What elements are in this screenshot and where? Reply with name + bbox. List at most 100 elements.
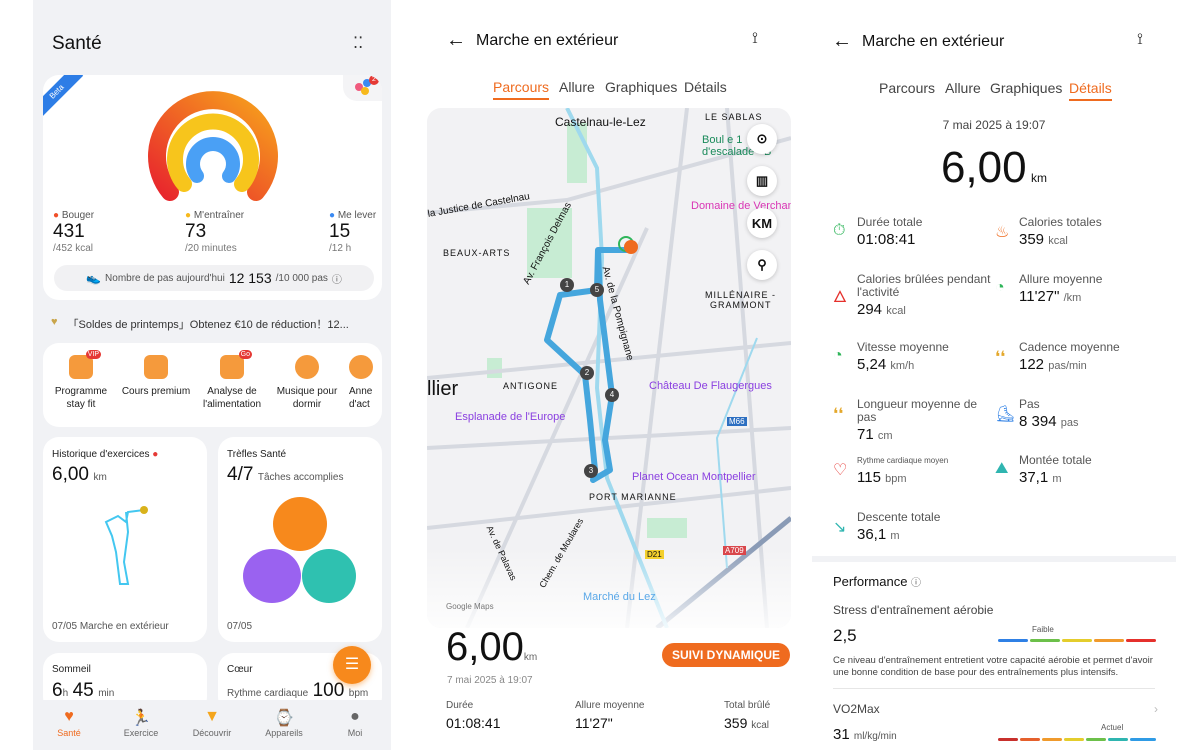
- stress-level-label: Faible: [1032, 625, 1054, 634]
- map-poi[interactable]: Esplanade de l'Europe: [455, 411, 566, 423]
- clover-leaf-orange: [273, 497, 327, 551]
- map-type-icon[interactable]: ▥: [747, 166, 777, 196]
- activity-rings: [148, 91, 278, 201]
- finish-flag-marker: [624, 240, 638, 254]
- map-label: Boul e 1: [702, 134, 743, 146]
- profile-icon: ●: [350, 708, 360, 725]
- apps-icon[interactable]: 2: [343, 75, 382, 101]
- notification-count: 2: [369, 75, 379, 85]
- stand-ring: [186, 137, 240, 183]
- road-badge: A709: [723, 546, 746, 555]
- steps-bar[interactable]: 👟 Nombre de pas aujourd'hui 12 153/10 00…: [54, 265, 374, 291]
- vip-heart-icon: ♥: [51, 316, 58, 328]
- route-date: 7 mai 2025 à 19:07: [447, 675, 533, 686]
- share-icon[interactable]: ⟟: [752, 30, 758, 47]
- exercise-history-card[interactable]: Historique d'exercices ● 6,00 km 07/05 M…: [43, 437, 207, 642]
- service-premium-courses[interactable]: Cours premium: [121, 355, 191, 398]
- nav-exercice[interactable]: 🏃 Exercice: [106, 708, 176, 738]
- tab-graphiques[interactable]: Graphiques: [605, 79, 678, 95]
- metric-timer: ⏱ Durée totale 01:08:41: [833, 215, 923, 249]
- tab-allure[interactable]: Allure: [945, 80, 981, 96]
- route-thumbnail: [104, 506, 148, 585]
- km-toggle-button[interactable]: KM: [747, 208, 777, 238]
- metric-ascent: ⛰ Montée totale 37,1 m: [995, 453, 1092, 487]
- service-more[interactable]: Anne d'act: [349, 355, 389, 411]
- footsteps-icon: ❛❛: [995, 349, 1006, 366]
- km-marker-1[interactable]: 1: [560, 278, 574, 292]
- stress-description: Ce niveau d'entraînement entretient votr…: [833, 655, 1153, 678]
- metric-speedometer: ◔ Vitesse moyenne 5,24 km/h: [833, 340, 949, 374]
- road-badge: M66: [727, 417, 747, 426]
- map-poi[interactable]: Planet Ocean Montpellier: [632, 471, 756, 483]
- back-arrow-icon[interactable]: ←: [446, 29, 466, 51]
- health-clover-card[interactable]: Trèfles Santé 4/7 Tâches accomplies 07/0…: [218, 437, 382, 642]
- nav-appareils[interactable]: ⌚ Appareils: [249, 708, 319, 738]
- metric-footsteps: ❛❛ Cadence moyenne 122 pas/min: [995, 340, 1120, 374]
- exercise-ring: [167, 113, 259, 192]
- stride-icon: ❛❛: [833, 406, 844, 423]
- locate-icon[interactable]: ⊙: [747, 124, 777, 154]
- km-marker-5[interactable]: 5: [590, 283, 604, 297]
- beta-badge: Beta: [43, 75, 84, 119]
- info-icon[interactable]: ⓘ: [911, 578, 922, 589]
- stress-label: Stress d'entraînement aérobie: [833, 603, 994, 617]
- km-marker-3[interactable]: 3: [584, 464, 598, 478]
- metric-heart: ♡ Rythme cardiaque moyen 115 bpm: [833, 456, 949, 486]
- shoe-icon: ⛸: [995, 406, 1016, 423]
- metric-shoe: ⛸ Pas 8 394 pas: [995, 397, 1079, 431]
- move-ring: [148, 91, 278, 201]
- service-stay-fit[interactable]: VIP Programme stay fit: [54, 350, 108, 410]
- notes-fab-icon[interactable]: ☰: [333, 646, 371, 684]
- watch-icon: ⌚: [274, 710, 294, 727]
- stat-duration: Durée 01:08:41: [446, 700, 501, 731]
- map-label: LE SABLAS: [705, 112, 763, 122]
- speedometer-icon: ◔: [833, 347, 843, 364]
- nav-moi[interactable]: ● Moi: [320, 708, 390, 738]
- details-distance: 6,00 km: [940, 143, 1048, 192]
- heart-pulse-icon: ♥: [64, 708, 74, 725]
- grid-menu-icon[interactable]: ⁚⁚: [353, 35, 364, 52]
- tab-graphiques[interactable]: Graphiques: [990, 80, 1063, 96]
- shoe-icon: 👟: [86, 271, 102, 285]
- km-marker-2[interactable]: 2: [580, 366, 594, 380]
- nav-decouvrir[interactable]: ▼ Découvrir: [177, 708, 247, 738]
- pace-icon: ◔: [995, 279, 1005, 296]
- service-nutrition[interactable]: Go Analyse de l'alimentation: [202, 350, 262, 410]
- map-label: llier: [427, 378, 459, 400]
- vo2-marker-label: Actuel: [1101, 723, 1124, 732]
- vip-badge: VIP: [85, 350, 101, 359]
- km-marker-4[interactable]: 4: [605, 388, 619, 402]
- route-map[interactable]: Castelnau-le-Lez LE SABLAS Boul e 1 d'es…: [427, 108, 791, 628]
- health-app-screen: Santé ⁚⁚ Beta 2 ● Bouger 431 /452 kcal ●…: [33, 0, 391, 750]
- bottom-nav: [33, 700, 391, 750]
- road-badge: D21: [645, 550, 664, 559]
- metric-pace: ◔ Allure moyenne 11'27" /km: [995, 272, 1103, 306]
- map-poi[interactable]: Marché du Lez: [583, 591, 656, 603]
- vo2max-row[interactable]: VO2Max ›: [833, 702, 1158, 716]
- share-icon[interactable]: ⟟: [1137, 31, 1143, 48]
- nav-sante[interactable]: ♥ Santé: [34, 708, 104, 738]
- promo-banner[interactable]: ♥ 「Soldes de printemps」Obtenez €10 de réd…: [51, 316, 349, 331]
- descent-icon: ↘: [833, 519, 847, 536]
- vo2max-value: 31 ml/kg/min: [833, 726, 897, 743]
- tab-details[interactable]: Détails: [1069, 80, 1112, 101]
- tab-parcours[interactable]: Parcours: [493, 79, 550, 100]
- map-poi[interactable]: Château De Flaugergues: [649, 380, 772, 392]
- tab-details[interactable]: Détails: [684, 79, 727, 95]
- go-badge: Go: [238, 350, 252, 359]
- map-label: ANTIGONE: [503, 381, 559, 391]
- back-arrow-icon[interactable]: ←: [832, 30, 852, 52]
- move-stat: ● Bouger 431 /452 kcal: [53, 210, 95, 254]
- tab-allure[interactable]: Allure: [559, 79, 595, 95]
- route-pin-icon[interactable]: ⚲: [747, 250, 777, 280]
- running-icon: 🏃: [131, 710, 151, 727]
- dynamic-tracking-button[interactable]: SUIVI DYNAMIQUE: [662, 643, 791, 667]
- activity-rings-card[interactable]: Beta 2 ● Bouger 431 /452 kcal ● M'entraî…: [43, 75, 382, 300]
- info-icon[interactable]: ⓘ: [331, 274, 342, 286]
- exercise-stat: ● M'entraîner 73 /20 minutes: [185, 210, 245, 254]
- details-date: 7 mai 2025 à 19:07: [942, 118, 1046, 132]
- service-sleep-music[interactable]: Musique pour dormir: [272, 355, 342, 411]
- metric-stride: ❛❛ Longueur moyenne de pas 71 cm: [833, 397, 978, 444]
- tab-parcours[interactable]: Parcours: [879, 80, 936, 96]
- heart-icon: ♡: [833, 462, 848, 479]
